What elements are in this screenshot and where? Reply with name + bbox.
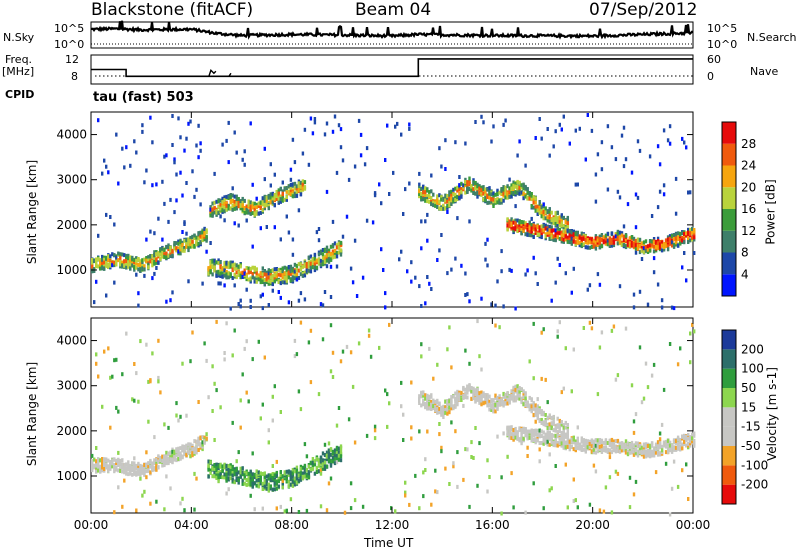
freq-spike-2 [228,72,232,77]
velocity-colorbar-swatch-6 [722,368,736,388]
power-ytick-3000: 3000 [56,173,87,187]
velocity-colorbar-tick-2: -50 [741,439,761,453]
nsky-tick-bottom: 10^0 [54,38,85,51]
velocity-ytick-2000: 2000 [56,424,87,438]
velocity-colorbar-tick-4: 15 [741,400,756,414]
nave-tick-top: 60 [707,53,721,66]
velocity-ytick-4000: 4000 [56,334,87,348]
power-colorbar-swatch-6 [722,143,736,166]
nsearch-tick-top: 10^5 [707,22,738,35]
power-colorbar-swatch-5 [722,165,736,188]
power-colorbar-swatch-4 [722,187,736,209]
power-scatter [91,113,696,311]
power-colorbar-frame [721,121,737,297]
nsearch-label: N.Search [747,31,797,44]
nsearch-tick-bottom: 10^0 [707,38,738,51]
power-colorbar-swatch-2 [722,230,736,253]
x-tick-4: 16:00 [475,518,510,532]
velocity-scatter [91,319,696,517]
velocity-colorbar-swatch-3 [722,426,736,446]
velocity-ytick-1000: 1000 [56,469,87,483]
freq-label: Freq. [5,53,33,66]
x-tick-3: 12:00 [375,518,410,532]
velocity-ytick-3000: 3000 [56,379,87,393]
panel-frame-noise [90,21,694,49]
power-colorbar-tick-5: 24 [741,159,756,173]
velocity-colorbar-tick-6: 100 [741,362,764,376]
x-tick-2: 08:00 [274,518,309,532]
power-colorbar-tick-6: 28 [741,137,756,151]
power-colorbar-tick-2: 12 [741,224,756,238]
power-ytick-4000: 4000 [56,128,87,142]
x-tick-1: 04:00 [174,518,209,532]
velocity-colorbar-frame [721,329,737,505]
power-ytick-1000: 1000 [56,263,87,277]
x-axis-label: Time UT [364,536,414,550]
freq-tick-top: 12 [65,53,79,66]
nsky-line [91,20,694,40]
cpid-label: CPID [5,88,35,101]
power-colorbar-swatch-7 [722,122,736,144]
power-colorbar-tick-3: 16 [741,202,756,216]
velocity-colorbar-swatch-7 [722,349,736,369]
power-colorbar-tick-4: 20 [741,180,756,194]
x-tick-5: 20:00 [575,518,610,532]
velocity-colorbar-swatch-4 [722,407,736,427]
power-colorbar-tick-1: 8 [741,246,749,260]
power-colorbar-swatch-1 [722,252,736,275]
x-tick-6: 00:00 [676,518,711,532]
velocity-colorbar-tick-7: 200 [741,342,764,356]
velocity-colorbar-tick-3: -15 [741,420,761,434]
power-ytick-2000: 2000 [56,218,87,232]
power-colorbar-swatch-3 [722,209,736,231]
station-title: Blackstone (fitACF) [91,0,254,20]
nsky-tick-top: 10^5 [54,22,85,35]
date-title: 07/Sep/2012 [589,0,698,20]
velocity-colorbar-tick-0: -200 [741,478,768,492]
velocity-colorbar-swatch-8 [722,330,736,350]
freq-spike [208,68,217,77]
freq-unit-label: [MHz] [2,65,35,78]
nsky-label: N.Sky [3,31,35,44]
freq-line [91,58,693,78]
velocity-colorbar-tick-1: -100 [741,458,768,472]
x-tick-0: 00:00 [74,518,109,532]
velocity-colorbar-swatch-5 [722,388,736,408]
nave-tick-bottom: 0 [707,70,714,83]
power-colorbar-swatch-0 [722,274,736,296]
power-colorbar-tick-0: 4 [741,267,749,281]
velocity-colorbar-swatch-2 [722,446,736,466]
cpid-value: tau (fast) 503 [93,90,194,105]
velocity-colorbar-swatch-1 [722,465,736,485]
beam-title: Beam 04 [355,0,432,20]
velocity-colorbar-tick-5: 50 [741,381,756,395]
velocity-colorbar-swatch-0 [722,484,736,504]
freq-tick-bottom: 8 [71,70,78,83]
nave-label: Nave [750,65,779,78]
